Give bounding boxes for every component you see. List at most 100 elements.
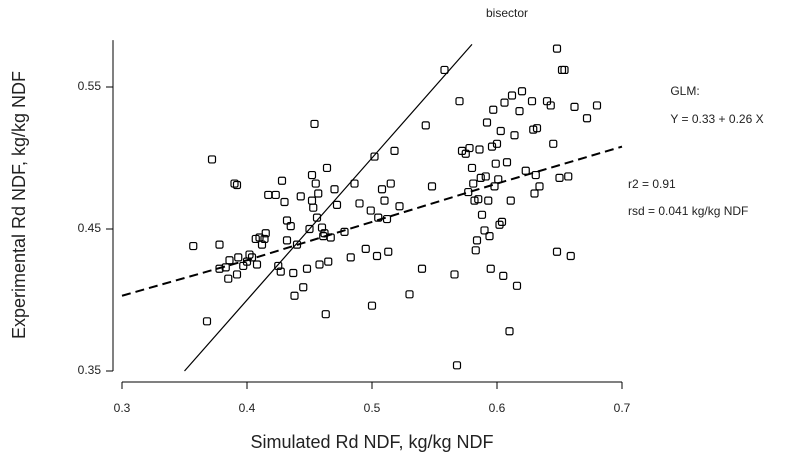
data-point <box>230 179 239 188</box>
data-point <box>472 236 482 245</box>
annotation: r2 = 0.91 <box>628 177 676 191</box>
data-point <box>496 126 505 136</box>
data-point <box>592 101 602 110</box>
data-point <box>487 142 497 151</box>
data-point <box>467 163 477 173</box>
data-point <box>290 291 299 300</box>
data-point <box>440 65 449 75</box>
data-point <box>289 268 298 278</box>
data-point <box>507 91 517 100</box>
data-point <box>471 246 480 255</box>
data-point <box>500 98 509 107</box>
data-point <box>531 170 540 180</box>
data-point <box>311 179 320 188</box>
data-point <box>549 139 558 148</box>
data-point <box>546 101 555 110</box>
data-point <box>315 260 324 269</box>
data-point <box>495 220 504 229</box>
data-point <box>189 241 198 251</box>
x-tick-label: 0.3 <box>114 401 131 415</box>
data-point <box>370 152 379 161</box>
data-point <box>474 195 483 204</box>
data-point <box>372 251 382 261</box>
bisector-line <box>184 44 473 372</box>
fit-line <box>121 145 623 297</box>
data-point <box>465 143 474 153</box>
data-point <box>305 224 314 234</box>
x-tick-label: 0.6 <box>489 401 506 415</box>
data-point <box>515 107 524 116</box>
data-point <box>232 180 242 190</box>
data-point <box>366 206 375 215</box>
data-point <box>480 226 489 235</box>
y-axis-title: Experimental Rd NDF, kg/kg NDF <box>9 71 29 339</box>
x-tick-label: 0.4 <box>239 401 256 415</box>
data-point <box>377 185 387 194</box>
data-point <box>324 257 333 266</box>
data-point <box>452 361 462 370</box>
data-point <box>527 97 537 106</box>
data-point <box>225 256 234 265</box>
data-point <box>314 189 323 198</box>
data-point <box>232 270 242 279</box>
data-point <box>215 264 224 273</box>
data-point <box>497 217 507 226</box>
data-point <box>521 166 530 175</box>
y-tick-label: 0.55 <box>78 79 102 93</box>
data-point <box>491 159 500 168</box>
data-point <box>202 317 212 326</box>
y-tick-label: 0.45 <box>78 221 102 235</box>
x-tick-label: 0.5 <box>364 401 381 415</box>
data-point <box>350 179 359 188</box>
data-point <box>307 170 317 180</box>
data-point <box>309 203 318 212</box>
data-point <box>475 145 484 154</box>
data-point <box>535 182 544 191</box>
annotation: rsd = 0.041 kg/kg NDF <box>628 204 748 218</box>
data-point <box>307 196 317 205</box>
data-point <box>296 192 305 201</box>
data-point <box>555 173 564 182</box>
data-point <box>464 187 473 197</box>
data-point <box>384 247 393 256</box>
data-point <box>224 274 233 283</box>
x-axis-title: Simulated Rd NDF, kg/kg NDF <box>250 432 493 452</box>
data-point <box>505 327 514 336</box>
data-point <box>490 182 499 191</box>
data-point <box>332 200 342 209</box>
data-point <box>260 234 269 244</box>
data-point <box>355 199 364 208</box>
data-point <box>380 196 389 205</box>
data-point <box>427 182 437 191</box>
data-point <box>374 213 383 222</box>
data-point <box>274 261 283 271</box>
data-point <box>277 176 287 185</box>
data-point <box>552 247 562 256</box>
x-tick-label: 0.7 <box>614 401 631 415</box>
data-point <box>405 290 414 299</box>
data-point <box>455 97 464 106</box>
data-point <box>386 179 395 188</box>
data-point <box>215 240 224 249</box>
data-point <box>280 197 289 207</box>
data-point <box>361 244 370 253</box>
data-point <box>484 196 493 205</box>
data-point <box>322 163 332 173</box>
data-point <box>247 253 257 262</box>
data-point <box>557 65 567 75</box>
data-point <box>330 185 339 194</box>
data-point <box>276 267 285 276</box>
data-point <box>564 172 573 181</box>
data-point <box>450 270 459 279</box>
data-point <box>486 264 495 273</box>
data-point <box>264 190 273 200</box>
data-point <box>485 232 494 241</box>
data-point <box>476 173 485 182</box>
data-point <box>234 253 243 262</box>
data-point <box>245 250 254 259</box>
data-point <box>469 179 478 188</box>
data-point <box>512 281 522 290</box>
data-point <box>367 301 377 310</box>
data-point <box>489 105 498 114</box>
data-point <box>506 196 515 205</box>
